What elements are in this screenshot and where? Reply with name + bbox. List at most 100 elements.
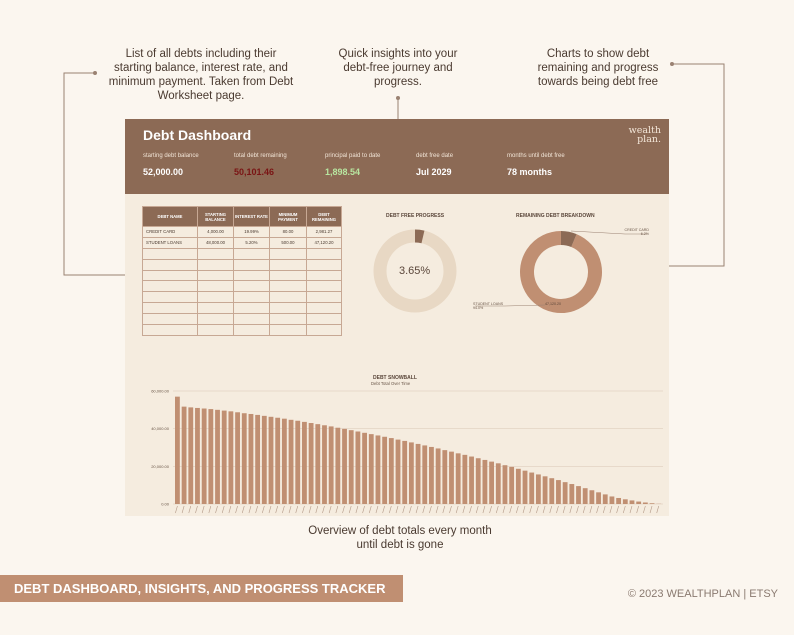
snowball-bar xyxy=(268,416,274,504)
snowball-bar xyxy=(255,414,261,504)
snowball-x-tick xyxy=(342,505,345,514)
snowball-bar xyxy=(509,466,515,504)
snowball-x-tick xyxy=(355,505,359,514)
snowball-x-tick xyxy=(255,505,258,514)
snowball-x-tick xyxy=(409,505,412,514)
snowball-x-tick xyxy=(262,505,265,514)
snowball-x-tick xyxy=(616,505,619,514)
callout-overview: Overview of debt totals every month unti… xyxy=(308,525,492,551)
snowball-bar xyxy=(295,420,301,504)
callout-insights: Quick insights into your debt-free journ… xyxy=(338,48,458,88)
snowball-x-tick xyxy=(375,505,379,514)
debt-table-row: STUDENT LOANS 48,000.00 5.20% 500.00 47,120.… xyxy=(142,236,342,249)
snowball-x-tick xyxy=(549,505,553,514)
snowball-x-tick xyxy=(462,505,466,514)
callout-debt-list: List of all debts including their starti… xyxy=(108,48,294,102)
product-banner: DEBT DASHBOARD, INSIGHTS, AND PROGRESS T… xyxy=(0,575,403,602)
slice-student-loans xyxy=(520,231,602,313)
snowball-bar xyxy=(241,413,247,504)
snowball-x-tick xyxy=(495,505,499,514)
debt-table-cell[interactable] xyxy=(306,324,342,336)
snowball-x-tick xyxy=(643,505,646,514)
snowball-x-tick xyxy=(322,505,325,514)
snowball-bar xyxy=(302,421,307,504)
copyright-footer: © 2023 WEALTHPLAN | ETSY xyxy=(627,588,778,600)
snowball-x-tick xyxy=(295,505,299,514)
metric-months-until-free: months until debt free 78 months xyxy=(507,153,565,177)
breakdown-donut xyxy=(520,231,602,313)
snowball-x-tick xyxy=(382,505,385,514)
metric-total-remaining: total debt remaining 50,101.46 xyxy=(234,153,287,177)
debt-table: DEBT NAME STARTING BALANCE INTEREST RATE… xyxy=(142,206,342,336)
snowball-x-tick xyxy=(482,505,486,514)
snowball-bar xyxy=(609,496,615,504)
col-debt-remaining: DEBT REMAINING xyxy=(306,206,342,227)
snowball-bar xyxy=(455,453,461,504)
snowball-bar xyxy=(489,461,495,504)
snowball-bar xyxy=(602,494,608,504)
snowball-bar xyxy=(248,413,254,504)
snowball-y-tick: 40,000.00 xyxy=(151,426,170,431)
snowball-bar xyxy=(502,465,508,504)
snowball-bar xyxy=(215,409,220,504)
snowball-bar xyxy=(221,410,227,504)
snowball-x-tick xyxy=(636,505,639,514)
snowball-x-tick xyxy=(529,505,532,514)
snowball-bar xyxy=(275,417,281,504)
snowball-x-tick xyxy=(449,505,452,514)
slice-center-value: 47,120.20 xyxy=(545,302,561,306)
snowball-x-tick xyxy=(181,505,185,514)
debt-table-row xyxy=(142,280,342,293)
snowball-bar xyxy=(649,503,655,504)
snowball-bar xyxy=(442,450,448,504)
snowball-x-tick xyxy=(442,505,446,514)
snowball-x-tick xyxy=(395,505,399,514)
snowball-x-tick xyxy=(542,505,546,514)
snowball-bar xyxy=(195,407,200,504)
slice-credit-card xyxy=(560,231,577,248)
snowball-bar xyxy=(556,480,561,504)
snowball-bar xyxy=(449,451,454,504)
snowball-x-tick xyxy=(248,505,252,514)
snowball-bar xyxy=(422,445,428,504)
progress-percent: 3.65% xyxy=(399,265,431,277)
snowball-x-tick xyxy=(328,505,332,514)
slice-label-credit-card: CREDIT CARD 6.2% xyxy=(624,228,650,236)
snowball-x-tick xyxy=(422,505,426,514)
snowball-bar xyxy=(322,425,327,504)
snowball-bar xyxy=(228,411,234,504)
snowball-bar xyxy=(335,427,341,504)
snowball-x-tick xyxy=(429,505,432,514)
progress-donut xyxy=(373,229,457,313)
snowball-bar xyxy=(429,446,434,504)
snowball-bar xyxy=(175,396,180,504)
snowball-bar xyxy=(375,435,381,504)
snowball-x-tick xyxy=(536,505,539,514)
snowball-x-tick xyxy=(315,505,319,514)
snowball-bar xyxy=(495,463,501,504)
snowball-x-tick xyxy=(368,505,372,514)
snowball-x-tick xyxy=(562,505,566,514)
snowball-x-tick xyxy=(582,505,586,514)
snowball-x-tick xyxy=(609,505,613,514)
snowball-x-tick xyxy=(596,505,599,514)
dashboard-panel: Debt Dashboard wealth plan. starting deb… xyxy=(125,119,669,516)
snowball-bar xyxy=(562,482,568,504)
snowball-bar xyxy=(542,476,548,504)
snowball-x-tick xyxy=(576,505,579,514)
snowball-bar xyxy=(181,406,187,504)
snowball-x-tick xyxy=(556,505,559,514)
snowball-x-tick xyxy=(221,505,225,514)
snowball-bar xyxy=(622,499,628,504)
snowball-bar xyxy=(328,426,334,504)
metric-debt-free-date: debt free date Jul 2029 xyxy=(416,153,454,177)
snowball-chart: 60,000.00 40,000.00 20,000.00 0.00 xyxy=(151,389,663,514)
connector-charts-dot xyxy=(670,62,674,66)
snowball-x-tick xyxy=(649,505,653,514)
snowball-y-tick: 60,000.00 xyxy=(151,389,170,394)
snowball-x-tick xyxy=(623,505,626,514)
snowball-subtitle: Debt Total Over Time xyxy=(371,381,411,386)
snowball-bar xyxy=(261,415,267,504)
snowball-bar xyxy=(636,501,642,504)
snowball-x-tick xyxy=(489,505,492,514)
